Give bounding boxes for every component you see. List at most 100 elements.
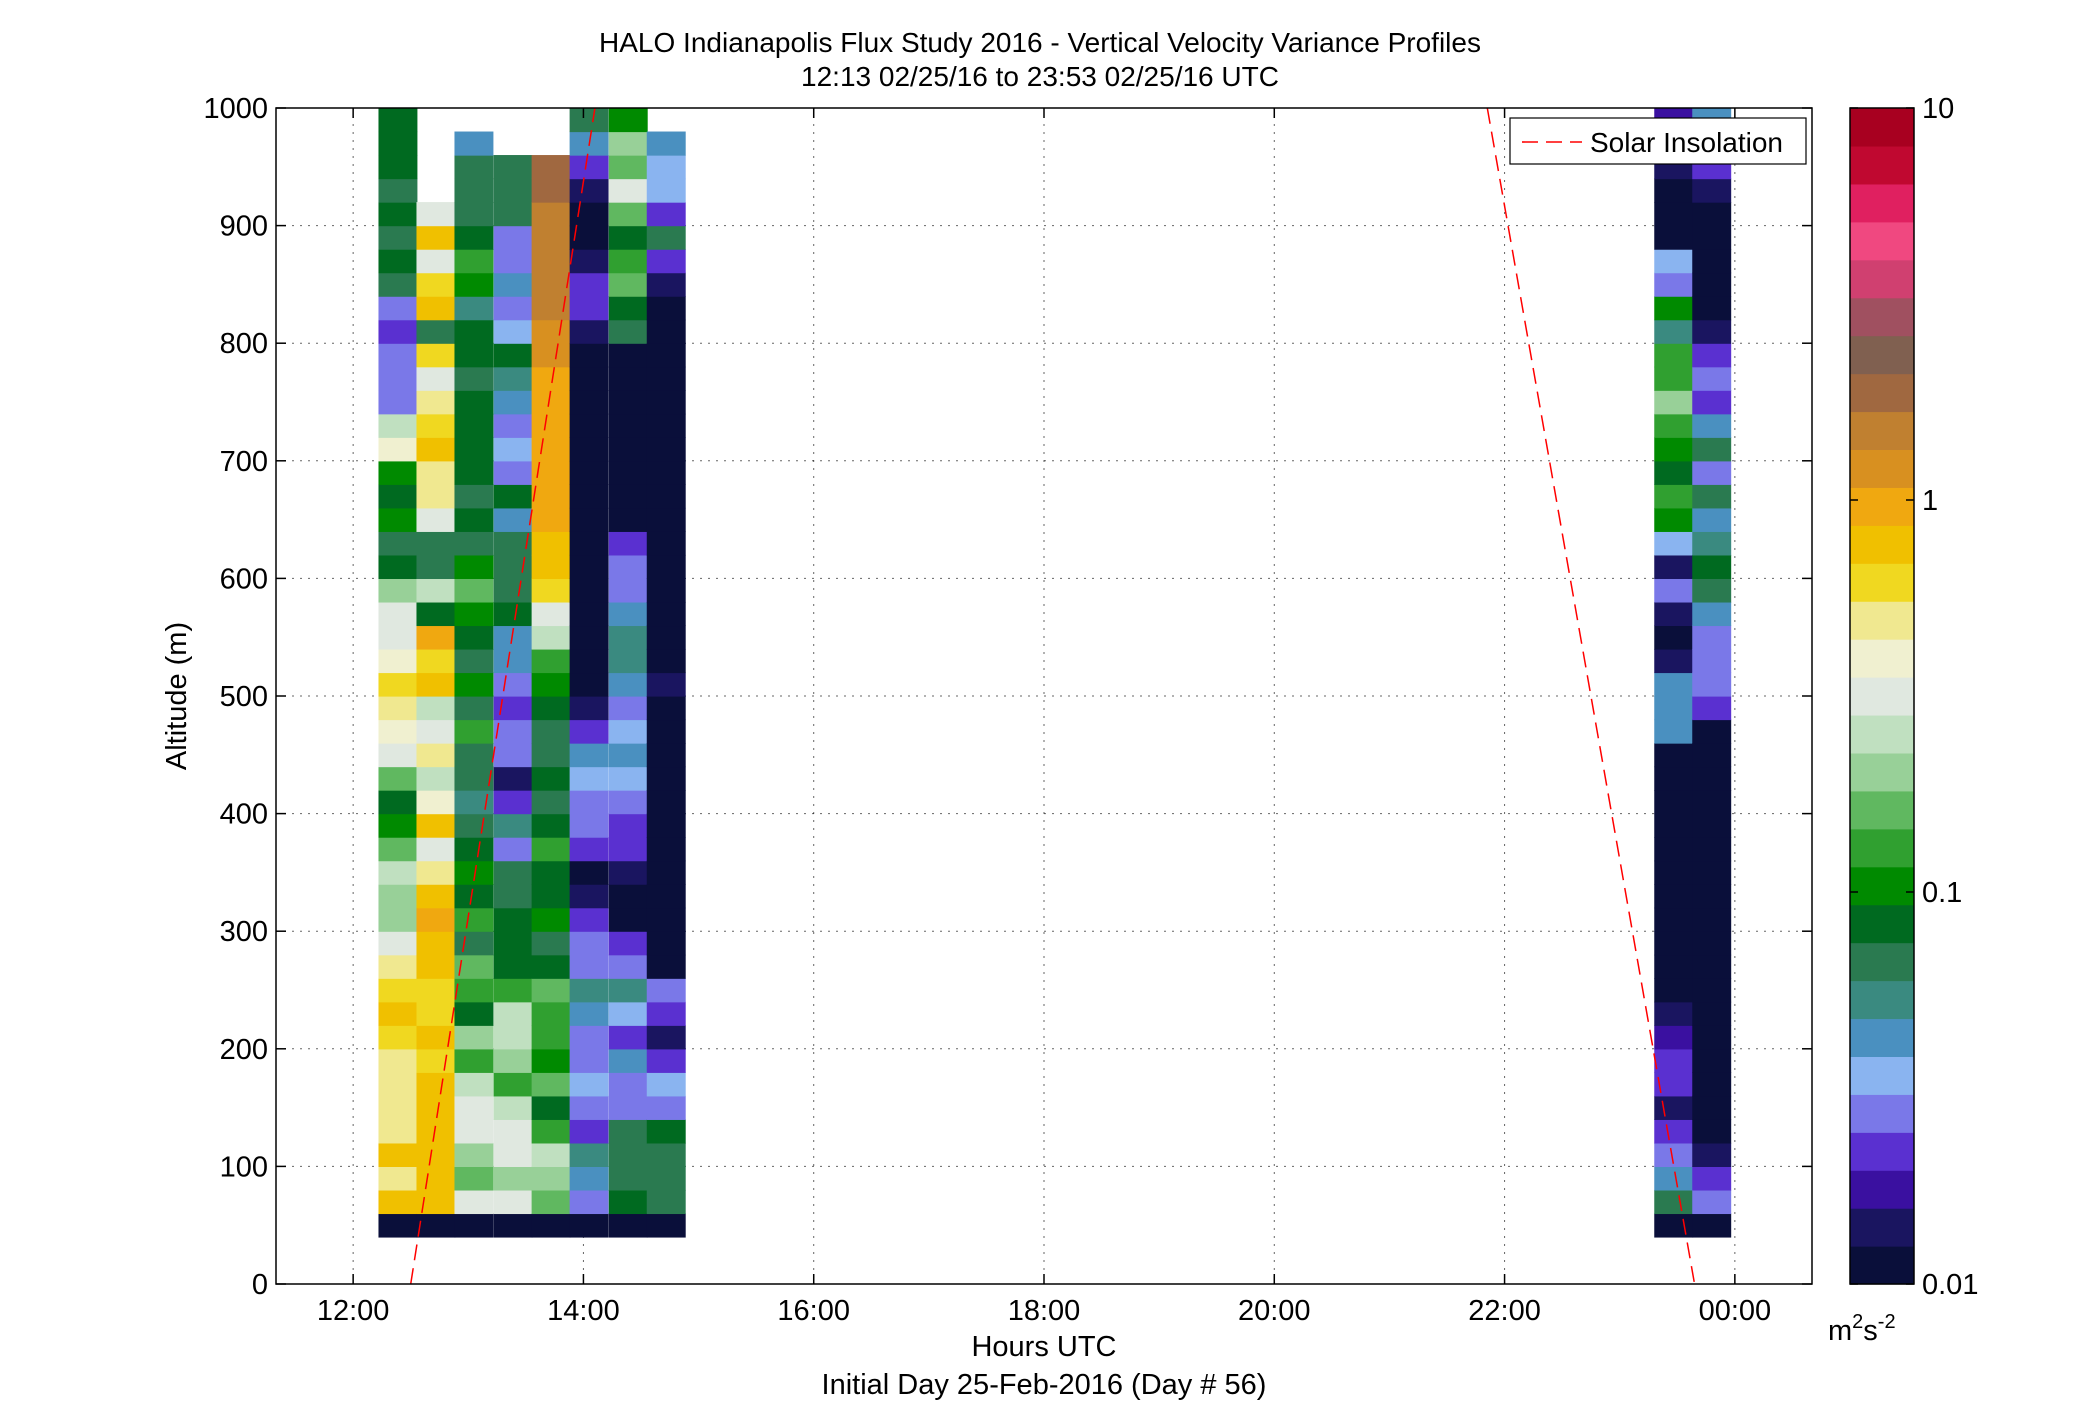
heatmap-cell: [454, 837, 494, 862]
heatmap-cell: [378, 860, 418, 885]
heatmap-cell: [531, 1142, 571, 1167]
heatmap-cell: [416, 601, 456, 627]
heatmap-cell: [416, 507, 456, 532]
heatmap-cell: [646, 1213, 686, 1238]
heatmap-cell: [531, 225, 571, 250]
heatmap-cell: [531, 978, 571, 1003]
heatmap-cell: [608, 437, 648, 462]
heatmap-cell: [493, 578, 533, 603]
heatmap-cell: [608, 131, 648, 156]
colorbar-segment: [1850, 828, 1914, 868]
heatmap-cell: [531, 790, 571, 815]
heatmap-cell: [531, 648, 571, 674]
heatmap-cell: [416, 625, 456, 650]
heatmap-cell: [569, 837, 609, 862]
heatmap-cell: [531, 1189, 571, 1215]
heatmap-cell: [454, 907, 494, 932]
heatmap-cell: [608, 907, 648, 932]
heatmap-cell: [416, 1072, 456, 1097]
heatmap-cell: [1654, 507, 1694, 532]
heatmap-cell: [378, 202, 418, 227]
heatmap-cell: [378, 954, 418, 979]
heatmap-cell: [646, 460, 686, 485]
heatmap-cell: [1692, 860, 1732, 885]
heatmap-cell: [1654, 743, 1694, 768]
heatmap-cell: [1654, 319, 1694, 344]
heatmap-cell: [646, 1119, 686, 1144]
y-tick-label: 400: [220, 799, 268, 831]
heatmap-cell: [454, 696, 494, 721]
heatmap-cell: [416, 343, 456, 368]
heatmap-cell: [608, 1001, 648, 1026]
heatmap-cell: [608, 719, 648, 744]
heatmap-cell: [1654, 460, 1694, 485]
y-tick-label: 300: [220, 916, 268, 948]
colorbar-segment: [1850, 639, 1914, 678]
heatmap-cell: [608, 648, 648, 674]
heatmap-cell: [608, 225, 648, 250]
heatmap-cell: [1654, 343, 1694, 368]
heatmap-cell: [378, 1048, 418, 1073]
heatmap-cell: [531, 696, 571, 721]
heatmap-cell: [378, 978, 418, 1003]
heatmap-cell: [569, 625, 609, 650]
heatmap-cell: [1654, 1001, 1694, 1026]
heatmap-cell: [1692, 648, 1732, 674]
heatmap-cell: [569, 1119, 609, 1144]
heatmap-cell: [531, 1001, 571, 1026]
heatmap-cell: [608, 108, 648, 133]
heatmap-cell: [569, 1048, 609, 1073]
heatmap-cell: [416, 578, 456, 603]
heatmap-cell: [416, 696, 456, 721]
heatmap-cell: [1654, 790, 1694, 815]
heatmap-cell: [416, 413, 456, 438]
heatmap-cell: [1692, 719, 1732, 744]
heatmap-cell: [569, 1189, 609, 1215]
heatmap-cell: [493, 178, 533, 203]
heatmap-cell: [1692, 413, 1732, 438]
heatmap-cell: [454, 296, 494, 321]
heatmap-cell: [378, 1119, 418, 1144]
heatmap-cell: [608, 625, 648, 650]
heatmap-cell: [646, 837, 686, 862]
heatmap-cell: [493, 319, 533, 344]
heatmap-cell: [646, 625, 686, 650]
solar-insolation-line-1: [1486, 107, 1696, 1285]
heatmap-cell: [1692, 366, 1732, 391]
heatmap-cell: [608, 249, 648, 274]
heatmap-cell: [454, 1189, 494, 1215]
heatmap-cell: [1692, 296, 1732, 321]
heatmap-cell: [378, 531, 418, 556]
heatmap-cell: [569, 554, 609, 579]
colorbar-segment: [1850, 1094, 1914, 1133]
heatmap-cell: [569, 1095, 609, 1120]
heatmap-cell: [1692, 884, 1732, 909]
heatmap-cell: [569, 272, 609, 297]
heatmap-cell: [608, 860, 648, 885]
heatmap-cell: [1654, 860, 1694, 885]
heatmap-cell: [569, 1072, 609, 1097]
x-axis-ticks: 12:00 14:00 16:00 18:00 20:00 22:00 00:00: [317, 108, 1771, 1327]
heatmap-cell: [454, 813, 494, 838]
heatmap-cell: [1692, 1095, 1732, 1120]
heatmap-cell: [454, 460, 494, 485]
heatmap-cell: [493, 366, 533, 391]
heatmap-cell: [454, 978, 494, 1003]
heatmap-cell: [1654, 954, 1694, 979]
heatmap-cell: [646, 131, 686, 156]
heatmap-cell: [378, 460, 418, 485]
heatmap-cell: [531, 507, 571, 532]
colorbar-segment: [1850, 942, 1914, 982]
colorbar-segment: [1850, 487, 1914, 526]
heatmap-cell: [531, 1025, 571, 1050]
colorbar-segment: [1850, 601, 1914, 640]
heatmap-cell: [1654, 296, 1694, 321]
heatmap-cell: [646, 554, 686, 579]
heatmap-cell: [454, 484, 494, 509]
heatmap-cell: [1692, 1025, 1732, 1050]
heatmap-cell: [569, 1025, 609, 1050]
x-tick-label: 16:00: [777, 1295, 850, 1327]
heatmap-cell: [569, 484, 609, 509]
heatmap-cell: [493, 249, 533, 274]
heatmap-cell: [1654, 837, 1694, 862]
